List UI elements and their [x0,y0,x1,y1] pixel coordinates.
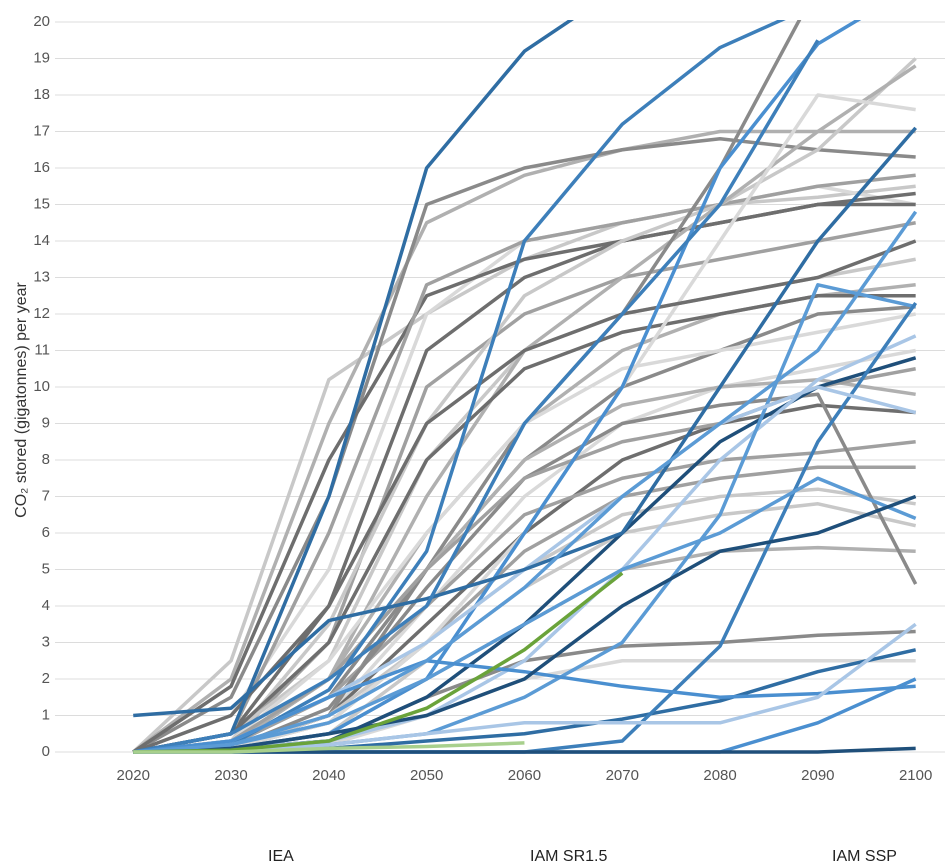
series-line [133,377,916,754]
legend-label: IEA [268,848,294,865]
series-line [133,210,918,754]
y-tick-label: 3 [42,633,50,650]
y-tick-label: 2 [42,670,50,687]
y-tick-label: 7 [42,487,50,504]
y-tick-label: 20 [33,13,50,30]
y-tick-label: 10 [33,378,50,395]
y-tick-label: 12 [33,305,50,322]
y-tick-label: 4 [42,597,50,614]
x-tick-label: 2020 [117,767,150,784]
series-line [132,39,820,754]
x-tick-label: 2100 [899,767,932,784]
y-tick-label: 5 [42,560,50,577]
x-tick-label: 2070 [606,767,639,784]
y-tick-label: 13 [33,268,50,285]
y-tick-label: 8 [42,451,50,468]
series-line [132,129,916,754]
series-line [132,202,916,754]
y-tick-label: 15 [33,195,50,212]
series-line [133,494,917,754]
series-line [133,476,917,754]
y-tick-label: 14 [33,232,50,249]
y-tick-label: 18 [33,86,50,103]
y-tick-label: 6 [42,524,50,541]
series-line [133,741,525,754]
y-tick-label: 9 [42,414,50,431]
y-tick-label: 19 [33,49,50,66]
series-line [132,294,916,754]
series-line [133,659,916,754]
series-line [133,20,786,754]
y-tick-label: 11 [34,341,50,358]
x-tick-label: 2030 [214,767,247,784]
y-tick-label: 16 [33,159,50,176]
x-tick-label: 2090 [801,767,834,784]
series-line [133,440,916,754]
series-line [132,173,916,754]
x-tick-label: 2080 [703,767,736,784]
series-line [133,487,916,754]
series-line [133,403,916,754]
y-tick-label: 1 [42,706,50,723]
series-line [133,126,917,718]
x-tick-label: 2060 [508,767,541,784]
y-tick-label: 0 [42,743,50,760]
y-tick-label: 17 [33,122,50,139]
legend-label: IAM SR1.5 [530,848,607,865]
y-axis-label: CO₂ stored (gigatonnes) per year [13,282,30,518]
x-tick-label: 2040 [312,767,345,784]
x-tick-label: 2050 [410,767,443,784]
legend-label: IAM SSP [832,848,897,865]
